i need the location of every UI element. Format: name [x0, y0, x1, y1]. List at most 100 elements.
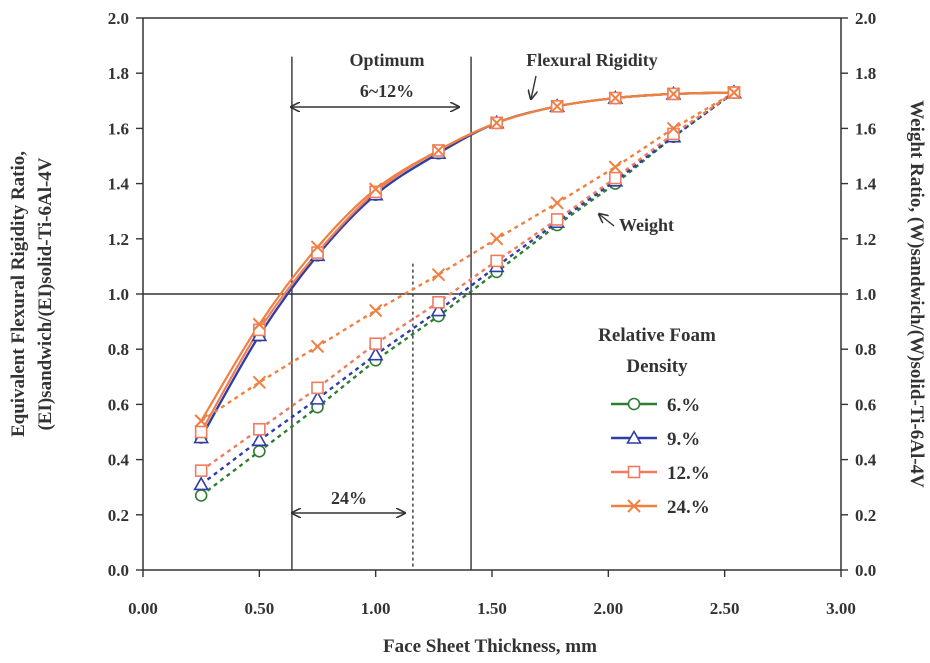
y-tick-label-right: 1.6: [855, 119, 876, 138]
x-tick-label: 1.50: [477, 599, 507, 618]
weight-pointer: [599, 214, 615, 227]
legend-swatch-marker: [626, 429, 642, 444]
y-tick-label-right: 0.8: [855, 340, 876, 359]
x-tick-label: 0.00: [128, 599, 158, 618]
rigidity-point-x: [608, 91, 623, 105]
weight-point-square: [194, 464, 208, 477]
rigidity-point-x: [310, 240, 325, 254]
weight-point-x: [431, 267, 446, 282]
y-tick-label-left: 1.6: [108, 119, 129, 138]
rigidity-point-square: [253, 323, 266, 337]
y-tick-label-right: 1.8: [855, 64, 876, 83]
rigidity-point-x: [194, 414, 208, 428]
weight-point-square: [667, 127, 680, 141]
legend-label: 24.%: [667, 497, 710, 518]
legend-item-square: 12.%: [611, 463, 710, 484]
x-tick-label: 1.00: [361, 599, 391, 618]
weight-point-square: [369, 337, 382, 350]
y-tick-label-right: 0.6: [855, 395, 876, 414]
x-tick-label: 2.50: [710, 599, 740, 618]
weight-point-triangle: [309, 390, 326, 405]
legend-item-circle: 6.%: [611, 395, 700, 416]
legend-item-triangle: 9.%: [611, 429, 700, 450]
weight-point-circle: [194, 489, 208, 502]
x-tick-label: 3.00: [826, 599, 856, 618]
x-tick-label: 2.00: [593, 599, 623, 618]
y-tick-label-left: 0.0: [108, 561, 129, 580]
weight-point-x: [489, 232, 504, 246]
y-tick-label-left: 2.0: [108, 9, 129, 28]
rigidity-point-x: [252, 317, 267, 332]
y-axis-title-right: Weight Ratio, (W)sandwich/(W)solid-Ti-6A…: [906, 100, 927, 488]
y-axis-title-left-line2: (EI)sandwich/(EI)solid-Ti-6Al-4V: [35, 157, 56, 430]
y-tick-label-left: 1.8: [108, 64, 129, 83]
y-tick-label-right: 0.2: [855, 506, 876, 525]
rigidity-point-x: [489, 116, 504, 130]
legend-label: 9.%: [667, 429, 700, 450]
rigidity-point-x: [431, 143, 446, 158]
weight-point-square: [490, 254, 503, 268]
weight-point-x: [252, 375, 267, 390]
legend-title-line1: Relative Foam: [598, 325, 716, 346]
weight-point-x: [310, 339, 325, 354]
y-tick-label-right: 2.0: [855, 9, 876, 28]
rigidity-line-circle: [200, 91, 734, 439]
weight-point-square: [432, 295, 445, 309]
range-24-label: 24%: [331, 488, 367, 508]
weight-line-circle: [200, 91, 735, 497]
weight-point-x: [368, 303, 383, 318]
optimum-range-label: 6~12%: [360, 81, 414, 101]
y-tick-label-right: 0.0: [855, 561, 876, 580]
y-tick-label-left: 0.2: [108, 506, 129, 525]
rigidity-point-x: [550, 99, 564, 114]
weight-point-triangle: [430, 302, 447, 317]
weight-point-x: [666, 121, 681, 136]
y-axis-title-left-line1: Equivalent Flexural Rigidity Ratio,: [8, 151, 29, 437]
y-tick-label-right: 1.4: [855, 175, 877, 194]
y-tick-label-left: 0.8: [108, 340, 129, 359]
weight-line-triangle: [200, 91, 735, 486]
y-tick-label-right: 1.2: [855, 230, 876, 249]
weight-label: Weight: [619, 215, 674, 235]
y-tick-label-right: 0.4: [855, 451, 877, 470]
x-tick-label: 0.50: [244, 599, 274, 618]
legend-label: 12.%: [667, 463, 710, 484]
legend-swatch-marker: [627, 499, 641, 513]
weight-point-square: [609, 171, 622, 185]
y-tick-label-left: 0.6: [108, 395, 129, 414]
rigidity-point-x: [666, 87, 681, 101]
weight-point-triangle: [251, 432, 268, 447]
y-tick-label-right: 1.0: [855, 285, 876, 304]
flexural-rigidity-pointer: [531, 75, 536, 99]
legend-label: 6.%: [667, 395, 700, 416]
weight-point-square: [311, 381, 324, 395]
weight-point-triangle: [193, 476, 210, 491]
weight-point-triangle: [367, 346, 384, 361]
legend-swatch-marker: [627, 397, 641, 411]
weight-point-square: [253, 422, 266, 436]
weight-point-x: [550, 196, 564, 210]
flexural-rigidity-label: Flexural Rigidity: [526, 50, 658, 70]
weight-line-square: [200, 91, 735, 472]
rigidity-line-square: [200, 91, 734, 433]
y-tick-label-left: 0.4: [108, 451, 130, 470]
weight-point-circle: [253, 445, 266, 458]
optimum-label: Optimum: [349, 50, 424, 70]
x-axis-title: Face Sheet Thickness, mm: [383, 636, 597, 657]
legend-swatch-marker: [627, 465, 641, 479]
rigidity-line-triangle: [200, 91, 734, 439]
rigidity-point-square: [369, 185, 382, 199]
legend-item-x: 24.%: [611, 497, 710, 518]
weight-point-square: [550, 213, 564, 226]
rigidity-point-x: [368, 182, 383, 196]
y-tick-label-left: 1.4: [108, 175, 130, 194]
legend-title-line2: Density: [626, 356, 688, 377]
weight-line-x: [200, 91, 735, 422]
weight-point-x: [608, 160, 623, 174]
rigidity-point-square: [311, 246, 324, 259]
rigidity-point-square: [194, 425, 208, 439]
y-tick-label-left: 1.2: [108, 230, 129, 249]
rigidity-point-x: [727, 85, 741, 100]
y-tick-label-left: 1.0: [108, 285, 129, 304]
